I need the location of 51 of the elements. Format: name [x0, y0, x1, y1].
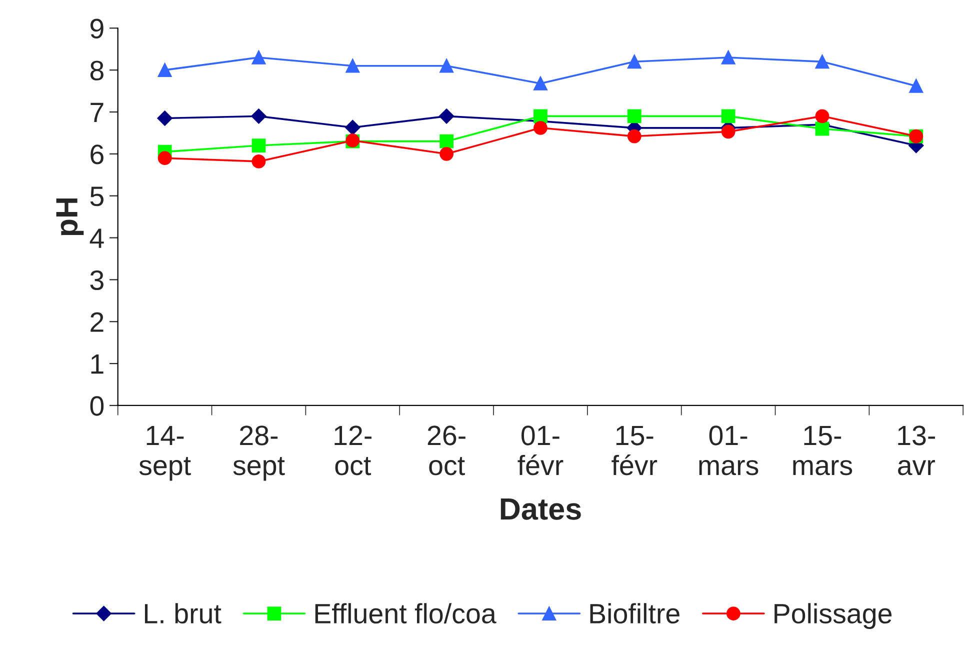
point: [909, 79, 924, 93]
x-tick-label: 15- févr: [612, 426, 658, 476]
x-tick-label: 01- févr: [518, 426, 564, 476]
x-axis-title: Dates: [500, 498, 581, 520]
x-tick-label: 12- oct: [334, 426, 372, 476]
y-tick-label: 0: [90, 396, 104, 416]
y-tick-label: 9: [90, 18, 104, 38]
legend-label: L. brut: [144, 603, 222, 624]
point: [721, 109, 736, 124]
point: [438, 108, 454, 124]
y-tick-label: 5: [90, 186, 104, 206]
point: [627, 109, 642, 124]
x-tick-label: 28- sept: [233, 426, 285, 481]
x-tick-label: 15- mars: [793, 426, 852, 476]
point: [158, 63, 172, 77]
point: [627, 129, 642, 144]
y-axis-title: pH: [56, 198, 84, 236]
point: [252, 154, 266, 168]
point: [252, 138, 266, 152]
point: [815, 54, 830, 69]
point: [534, 76, 548, 90]
point: [440, 146, 454, 161]
point: [157, 110, 172, 126]
x-tick-label: 26- oct: [428, 426, 466, 476]
x-tick-label: 14- sept: [139, 426, 191, 481]
y-tick-label: 1: [91, 354, 104, 374]
y-tick-label: 7: [90, 102, 104, 122]
point: [721, 124, 736, 139]
point: [440, 134, 454, 148]
point: [627, 54, 642, 69]
point: [345, 120, 360, 136]
point: [534, 109, 548, 124]
y-tick-label: 3: [90, 270, 104, 290]
y-tick-label: 2: [90, 312, 104, 332]
x-tick-label: 13- avr: [898, 426, 935, 476]
point: [346, 58, 360, 73]
legend-label: Effluent flo/coa: [315, 603, 496, 624]
legend-label: Polissage: [774, 603, 892, 629]
point: [252, 50, 266, 64]
point: [815, 122, 830, 136]
y-tick-label: 4: [90, 228, 104, 248]
point: [721, 50, 736, 64]
point: [158, 151, 172, 166]
point: [440, 58, 454, 73]
y-tick-label: 6: [90, 144, 104, 164]
x-tick-label: 01- mars: [699, 426, 758, 476]
point: [815, 109, 830, 124]
point: [534, 120, 548, 135]
point: [251, 108, 266, 124]
y-tick-label: 8: [90, 60, 104, 80]
legend-label: Biofiltre: [590, 603, 680, 624]
